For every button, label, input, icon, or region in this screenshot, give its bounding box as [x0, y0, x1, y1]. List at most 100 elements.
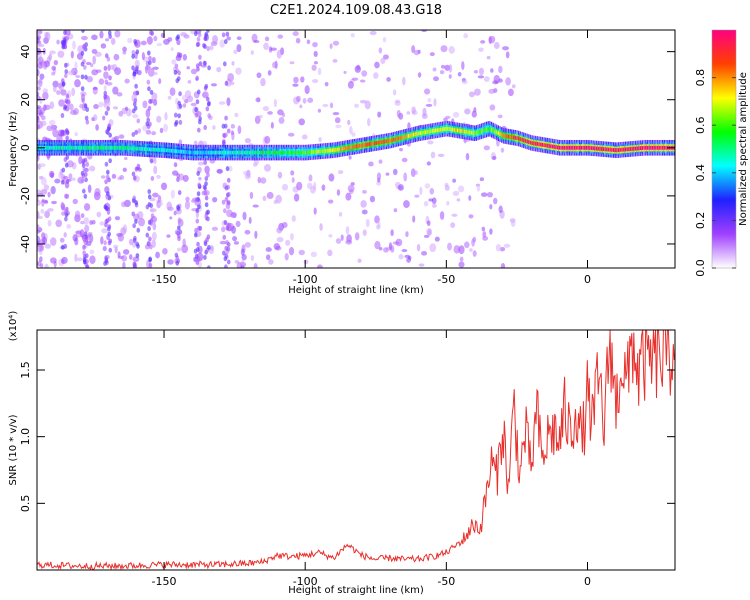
spectrogram-ridge-cell [585, 145, 588, 150]
spectrogram-noise-cell [103, 103, 107, 107]
spectrogram-noise-cell [41, 199, 48, 203]
spectrogram-ridge-cell [457, 128, 459, 133]
spectrogram-streak-cell [177, 233, 181, 239]
colorbar-gradient [712, 30, 736, 268]
spectrogram-ridge-cell [440, 127, 442, 132]
spectrogram-noise-cell [468, 195, 472, 201]
spectrogram-noise-cell [151, 231, 157, 241]
spectrogram-noise-cell [431, 197, 437, 205]
spectrogram-noise-cell [75, 74, 81, 79]
spectrogram-ridge-cell [245, 150, 247, 155]
spectrogram-noise-cell [505, 51, 510, 59]
spectrogram-noise-cell [362, 229, 367, 237]
spectrogram-noise-cell [350, 33, 355, 38]
snr-plot-area [37, 330, 675, 570]
spectrogram-streak-cell [84, 177, 88, 183]
spectrogram-noise-cell [81, 35, 88, 41]
spectrogram-ridge-cell [455, 128, 457, 133]
spectrogram-noise-cell [477, 75, 485, 79]
spectrogram-noise-cell [169, 87, 176, 96]
spectrogram-noise-cell [181, 244, 189, 254]
spectrogram-noise-cell [442, 117, 448, 122]
spectrogram-streak-cell [224, 264, 228, 268]
spectrogram-streak-cell [148, 236, 152, 242]
spectrogram-noise-cell [268, 259, 274, 265]
spectrogram-ridge-cell [458, 128, 461, 133]
spectrogram-ridge-cell [187, 150, 190, 155]
spectrogram-streak-cell [205, 106, 210, 112]
spectrogram-streak-cell [193, 232, 198, 238]
spectrogram-ridge-cell [64, 145, 66, 150]
spectrogram-noise-cell [78, 156, 83, 165]
spectrogram-ridge-cell [558, 145, 560, 150]
spectrogram-noise-cell [427, 98, 432, 103]
spectrogram-noise-cell [163, 123, 168, 132]
spectrogram-streak-cell [204, 195, 209, 201]
spectrogram-noise-cell [378, 159, 383, 164]
spectrogram-ridge-cell [330, 148, 332, 153]
spectrogram-streak-cell [203, 125, 207, 131]
spectrogram-noise-cell [167, 259, 174, 265]
spectrogram-streak-cell [203, 60, 207, 66]
spectrogram-ridge-cell [646, 145, 649, 150]
spectrogram-streak-cell [81, 30, 85, 33]
spectrogram-noise-cell [313, 182, 317, 191]
spectrogram-ridge-cell [162, 148, 164, 153]
spectrogram-noise-cell [399, 147, 404, 152]
spectrogram-noise-cell [335, 124, 342, 129]
spectrogram-noise-cell [244, 229, 251, 235]
spectrogram-noise-cell [392, 168, 398, 176]
spectrogram-noise-cell [276, 49, 282, 59]
spectrogram-ridge-cell [507, 134, 510, 139]
spectrogram-ridge-cell [401, 135, 403, 140]
spectrogram-noise-cell [285, 239, 291, 246]
spectrogram-noise-cell [145, 108, 151, 118]
spectrogram-ridge-cell [179, 149, 181, 154]
spectrogram-noise-cell [292, 83, 299, 87]
spectrogram-noise-cell [361, 70, 368, 77]
spectrogram-noise-cell [382, 36, 387, 43]
spectrogram-noise-cell [457, 185, 465, 193]
spectrogram-streak-cell [176, 225, 181, 231]
spectrogram-noise-cell [197, 245, 203, 254]
spectrogram-ridge-cell [211, 150, 213, 155]
spectrogram-streak-cell [226, 200, 231, 206]
spectrogram-noise-cell [419, 186, 423, 196]
spectrogram-streak-cell [131, 171, 136, 177]
spectrogram-noise-cell [505, 77, 511, 86]
spectrogram-noise-cell [493, 197, 498, 205]
spectrogram-noise-cell [281, 183, 289, 191]
spectrogram-streak-cell [108, 158, 112, 164]
spectrogram-noise-cell [160, 182, 168, 191]
spectrogram-ridge-cell [433, 128, 435, 133]
figure-title: C2E1.2024.109.08.43.G18 [270, 3, 442, 18]
spectrogram-noise-cell [302, 97, 307, 104]
spectrogram-noise-cell [127, 37, 133, 44]
spectrogram-noise-cell [461, 61, 465, 71]
spectrogram-streak-cell [178, 229, 183, 235]
spectrogram-noise-cell [86, 240, 92, 246]
spectrogram-streak-cell [198, 54, 202, 60]
spectrogram-streak-cell [173, 162, 178, 168]
spectrogram-ridge-cell [87, 145, 90, 150]
spectrogram-streak-cell [195, 218, 200, 224]
spectrogram-streak-cell [174, 119, 179, 125]
spectrogram-noise-cell [230, 123, 235, 129]
spectrogram-streak-cell [173, 69, 178, 75]
spectrogram-noise-cell [334, 117, 341, 124]
spectrogram-noise-cell [234, 112, 239, 118]
spectrogram-noise-cell [452, 111, 460, 118]
spectrogram-noise-cell [129, 254, 133, 260]
spectrogram-noise-cell [39, 107, 45, 115]
spectrogram-ridge-cell [595, 146, 598, 151]
spectrogram-ridge-cell [147, 147, 149, 152]
spectrogram-ridge-cell [636, 146, 638, 151]
spectrogram-ridge-cell [450, 127, 452, 132]
spectrogram-noise-cell [411, 106, 416, 115]
spectrogram-streak-cell [134, 66, 139, 72]
spectrogram-streak-cell [147, 226, 151, 232]
spectrogram-streak-cell [107, 224, 112, 230]
spectrogram-streak-cell [176, 177, 180, 183]
spectrogram-noise-cell [151, 92, 158, 101]
